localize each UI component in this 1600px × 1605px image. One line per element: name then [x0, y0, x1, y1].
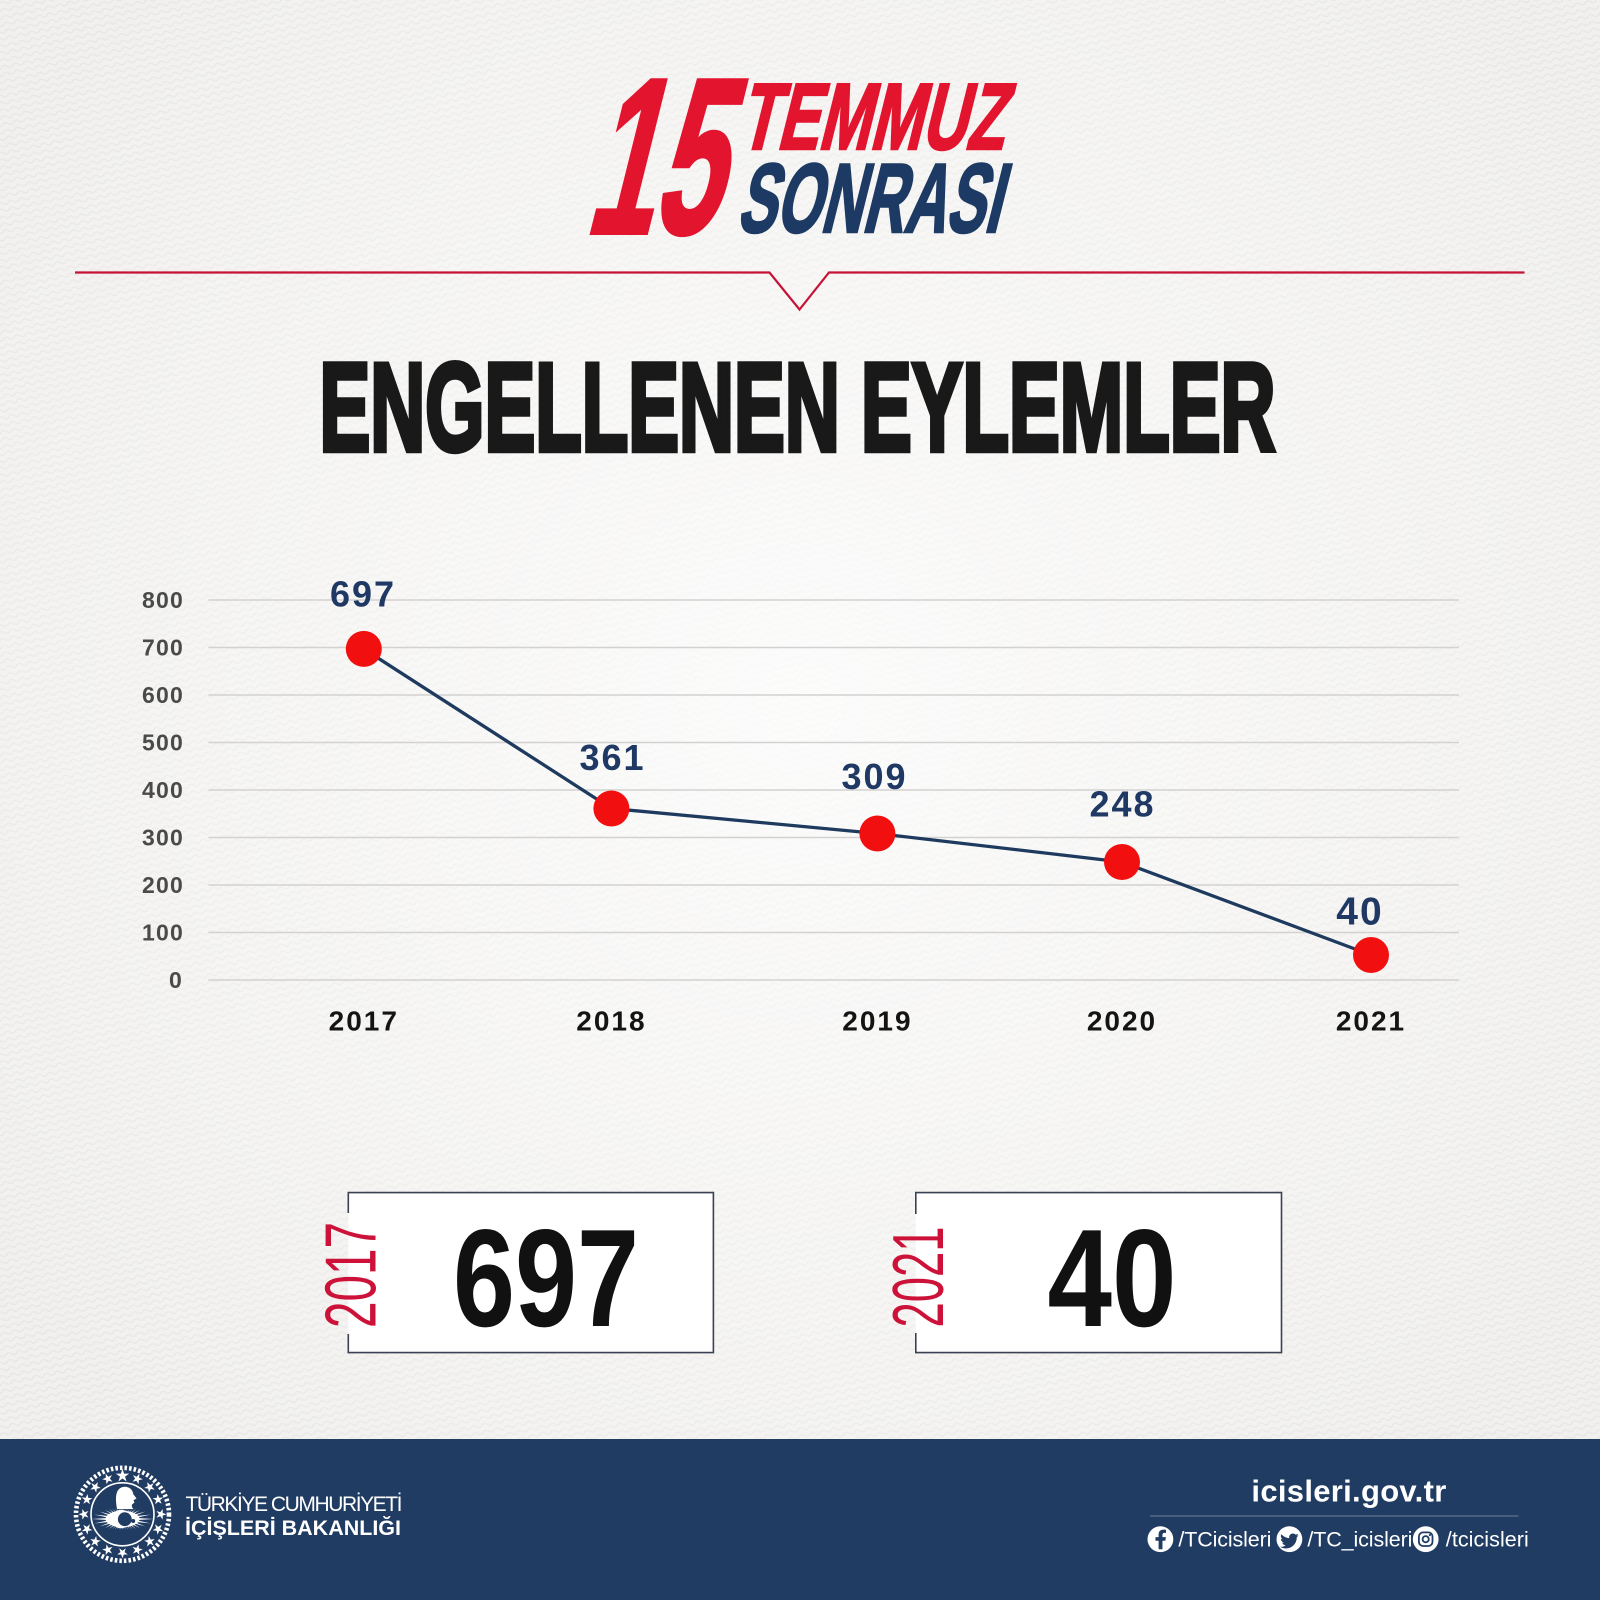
svg-text:/TC_icisleri: /TC_icisleri	[1307, 1528, 1412, 1552]
svg-text:697: 697	[453, 1201, 639, 1356]
svg-text:40: 40	[1048, 1201, 1177, 1356]
svg-text:0: 0	[169, 967, 183, 993]
svg-text:400: 400	[142, 777, 184, 803]
svg-text:248: 248	[1089, 784, 1155, 825]
svg-text:361: 361	[579, 737, 645, 778]
svg-text:700: 700	[142, 635, 184, 661]
svg-text:2021: 2021	[879, 1227, 959, 1328]
svg-text:300: 300	[142, 825, 184, 851]
svg-text:100: 100	[142, 920, 184, 946]
svg-text:600: 600	[142, 682, 184, 708]
svg-text:TEMMUZ: TEMMUZ	[733, 65, 1024, 169]
svg-text:800: 800	[142, 587, 184, 613]
svg-text:icisleri.gov.tr: icisleri.gov.tr	[1251, 1474, 1446, 1509]
svg-text:2019: 2019	[842, 1006, 912, 1037]
svg-text:40: 40	[1336, 890, 1383, 933]
svg-text:697: 697	[330, 573, 396, 614]
svg-text:200: 200	[142, 872, 184, 898]
svg-text:/tcicisleri: /tcicisleri	[1446, 1528, 1529, 1552]
svg-text:İÇİŞLERİ BAKANLIĞI: İÇİŞLERİ BAKANLIĞI	[185, 1515, 401, 1540]
svg-text:2021: 2021	[1336, 1006, 1406, 1037]
svg-text:500: 500	[142, 730, 184, 756]
svg-text:2017: 2017	[312, 1222, 392, 1328]
svg-text:TÜRKİYE CUMHURİYETİ: TÜRKİYE CUMHURİYETİ	[186, 1493, 403, 1516]
svg-text:/TCicisleri: /TCicisleri	[1178, 1528, 1271, 1552]
svg-text:309: 309	[841, 756, 907, 797]
svg-text:2017: 2017	[329, 1006, 399, 1037]
svg-text:SONRASI: SONRASI	[731, 144, 1021, 253]
svg-text:2020: 2020	[1087, 1006, 1157, 1037]
svg-text:ENGELLENEN EYLEMLER: ENGELLENEN EYLEMLER	[320, 339, 1276, 478]
svg-text:2018: 2018	[576, 1006, 646, 1037]
